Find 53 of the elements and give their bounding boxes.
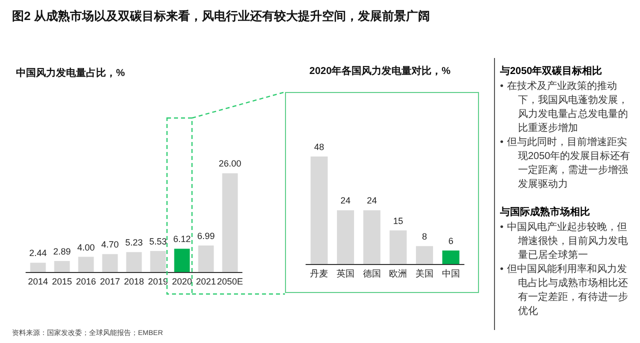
x-tick-label: 美国	[416, 268, 434, 278]
data-label: 5.23	[125, 238, 143, 248]
data-label: 5.53	[149, 236, 167, 246]
bar	[416, 246, 434, 264]
bar	[336, 210, 354, 264]
x-tick-label: 2021	[196, 276, 216, 286]
x-tick-label: 中国	[442, 268, 460, 278]
data-label: 6.12	[173, 234, 191, 244]
bar	[310, 156, 328, 264]
bar	[150, 250, 166, 272]
x-tick-label: 丹麦	[310, 268, 328, 278]
text: • 中国风电产业起步较晚，但增速很快，目前风力发电量已居全球第一	[500, 221, 629, 263]
data-label: 24	[340, 196, 351, 206]
bar	[54, 261, 70, 272]
data-label: 4.00	[77, 242, 95, 252]
data-label: 24	[366, 196, 377, 206]
data-label: 15	[393, 216, 404, 226]
data-label: 4.70	[101, 240, 119, 250]
data-label: 2.44	[29, 248, 47, 258]
bar	[442, 250, 460, 264]
chart-title: 2020年各国风力发电量对比，%	[308, 64, 452, 78]
x-tick-label: 2020	[172, 276, 192, 286]
bar	[30, 262, 46, 272]
data-label: 6.99	[197, 230, 215, 241]
text: • 在技术及产业政策的推动下，我国风电蓬勃发展，风力发电量占总发电量的比重逐步增加	[500, 80, 629, 136]
bar	[126, 252, 142, 272]
chart-subtitle: 中国风力发电量占比，%	[16, 66, 125, 80]
data-label: 6	[448, 236, 454, 246]
text: • 但与此同时，目前增速距实现2050年的发展目标还有一定距离，需进一步增强发展驱动力	[500, 136, 632, 192]
x-tick-label: 2018	[124, 276, 144, 286]
bar	[174, 248, 190, 272]
data-label: 2.89	[53, 246, 71, 257]
text: 与2050年双碳目标相比	[500, 64, 604, 78]
text: 与国际成熟市场相比	[500, 205, 591, 219]
data-label: 26.00	[218, 158, 242, 169]
x-tick-label: 2016	[76, 276, 96, 286]
bar	[198, 245, 214, 272]
bar	[390, 230, 407, 264]
data-label: 8	[422, 232, 428, 242]
x-tick-label: 德国	[362, 268, 381, 278]
x-tick-label: 2014	[28, 276, 48, 286]
x-tick-label: 2015	[52, 276, 72, 286]
data-label: 48	[314, 142, 324, 152]
bar	[222, 173, 238, 272]
x-tick-label: 英国	[336, 268, 354, 278]
x-tick-label: 2017	[100, 276, 120, 286]
x-tick-label: 欧洲	[389, 268, 408, 278]
bar	[78, 256, 94, 272]
x-tick-label: 2050E	[216, 276, 244, 286]
chart-title: 图2 从成熟市场以及双碳目标来看，风电行业还有较大提升空间，发展前景广阔	[12, 8, 430, 25]
bar	[102, 254, 118, 272]
bar	[363, 210, 380, 264]
text: • 但中国风能利用率和风力发电占比与成熟市场相比还有一定差距，有待进一步优化	[500, 263, 629, 319]
